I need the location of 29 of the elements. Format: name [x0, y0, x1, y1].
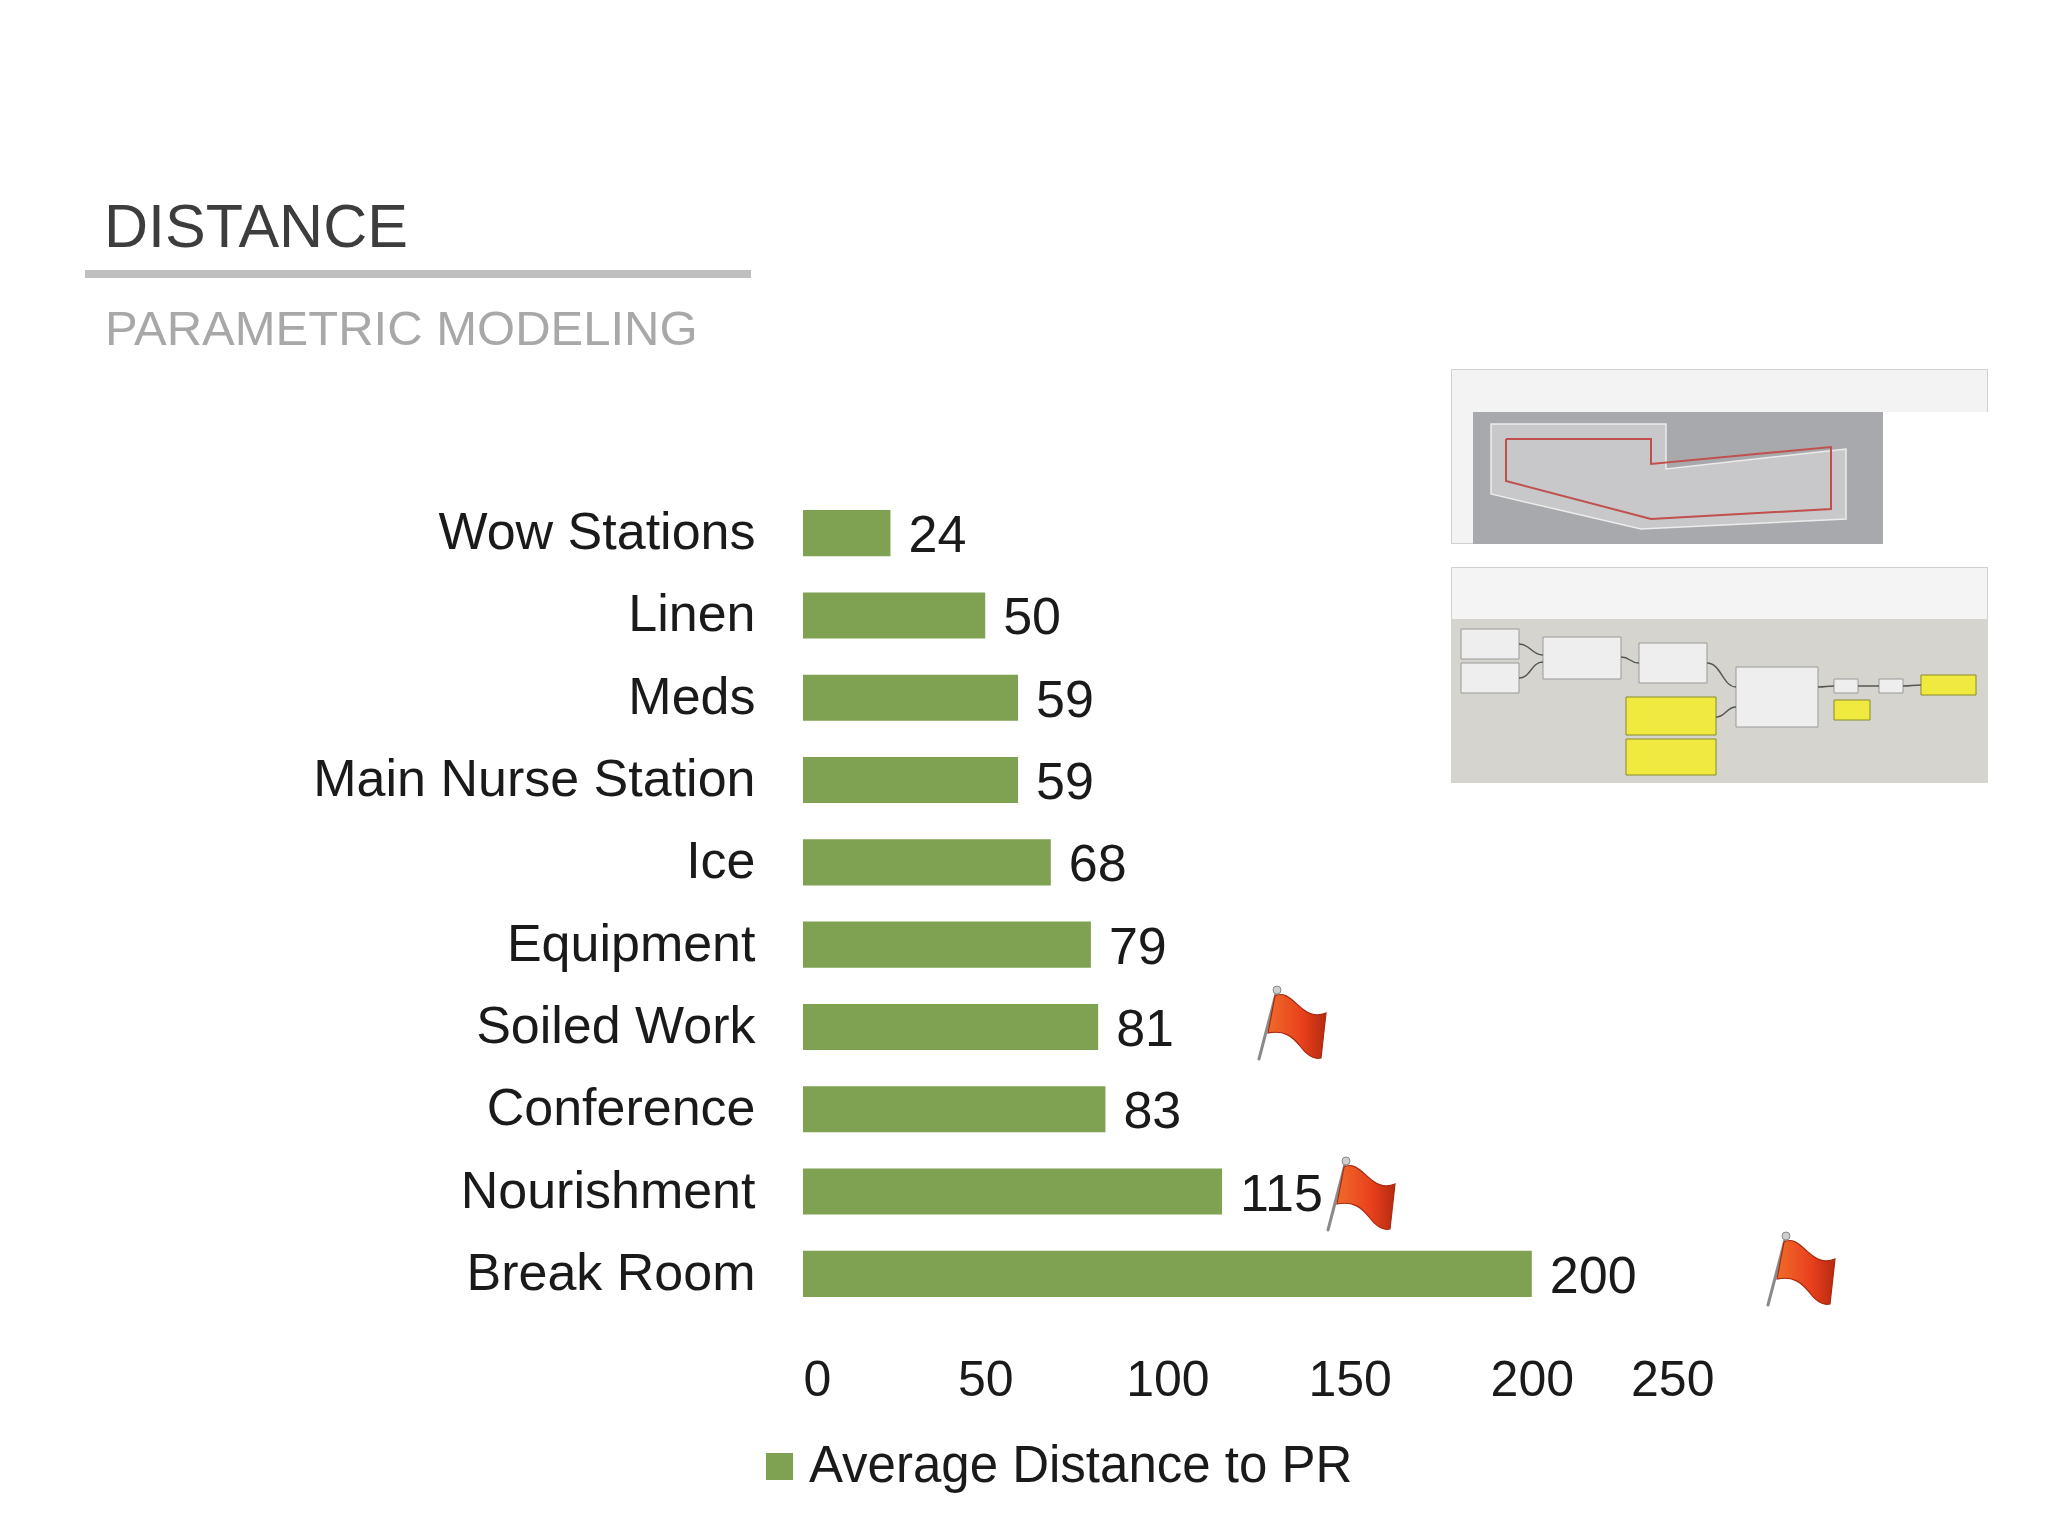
y-tick-label: Wow Stations — [438, 502, 756, 561]
x-tick-label: 0 — [803, 1350, 832, 1407]
x-tick-label: 50 — [957, 1350, 1014, 1407]
data-label: 59 — [1036, 669, 1094, 728]
x-tick-label: 200 — [1490, 1350, 1575, 1407]
x-tick-label: 250 — [1631, 1350, 1715, 1407]
text: PARAMETRIC MODELING — [105, 301, 698, 355]
data-label: 59 — [1036, 752, 1094, 811]
y-tick-label: Linen — [628, 584, 756, 643]
y-tick-label: Break Room — [466, 1242, 756, 1301]
data-label: 83 — [1123, 1081, 1182, 1140]
text: DISTANCE — [104, 192, 408, 260]
y-tick-label: Meds — [628, 666, 756, 725]
data-label: 115 — [1240, 1163, 1323, 1222]
x-tick-label: 100 — [1126, 1350, 1210, 1407]
y-tick-label: Ice — [686, 831, 756, 890]
data-label: 68 — [1068, 834, 1127, 893]
y-tick-label: Equipment — [506, 913, 757, 972]
y-tick-label: Soiled Work — [476, 995, 757, 1054]
data-label: 200 — [1549, 1245, 1637, 1304]
legend-label: Average Distance to PR — [809, 1435, 1353, 1493]
data-label: 79 — [1108, 916, 1167, 975]
y-tick-label: Main Nurse Station — [313, 749, 756, 808]
data-label: 24 — [908, 505, 967, 564]
data-label: 81 — [1116, 998, 1175, 1057]
x-tick-label: 150 — [1308, 1350, 1392, 1407]
y-tick-label: Conference — [486, 1078, 756, 1137]
y-tick-label: Nourishment — [460, 1160, 757, 1219]
data-label: 50 — [1003, 587, 1062, 646]
